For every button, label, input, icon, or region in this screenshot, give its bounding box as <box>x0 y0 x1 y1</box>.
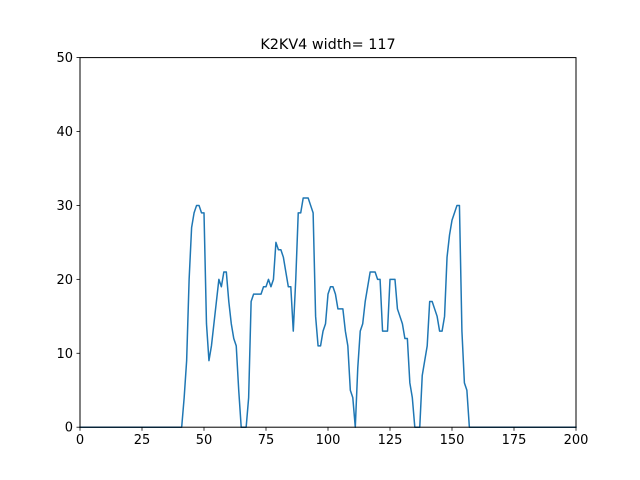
y-tick-label: 30 <box>56 199 73 214</box>
x-tick-label: 75 <box>258 433 275 448</box>
y-tick-label: 10 <box>56 347 73 362</box>
y-tick-label: 20 <box>56 273 73 288</box>
x-tick-label: 25 <box>134 433 151 448</box>
y-tick-label: 50 <box>56 51 73 66</box>
y-tick-label: 40 <box>56 125 73 140</box>
x-axis: 0 25 50 75 100 125 150 175 200 <box>76 427 589 448</box>
x-tick-label: 200 <box>564 433 589 448</box>
chart-title: K2KV4 width= 117 <box>260 37 395 53</box>
x-tick-label: 175 <box>502 433 527 448</box>
x-tick-label: 50 <box>196 433 213 448</box>
y-axis: 0 10 20 30 40 50 <box>56 51 80 436</box>
x-tick-label: 125 <box>378 433 403 448</box>
series-line-0 <box>79 197 577 428</box>
y-tick-label: 0 <box>65 421 73 436</box>
x-tick-label: 100 <box>316 433 341 448</box>
x-tick-label: 150 <box>440 433 465 448</box>
plot-area <box>79 197 577 428</box>
axes-frame <box>79 57 577 428</box>
x-tick-label: 0 <box>76 433 84 448</box>
